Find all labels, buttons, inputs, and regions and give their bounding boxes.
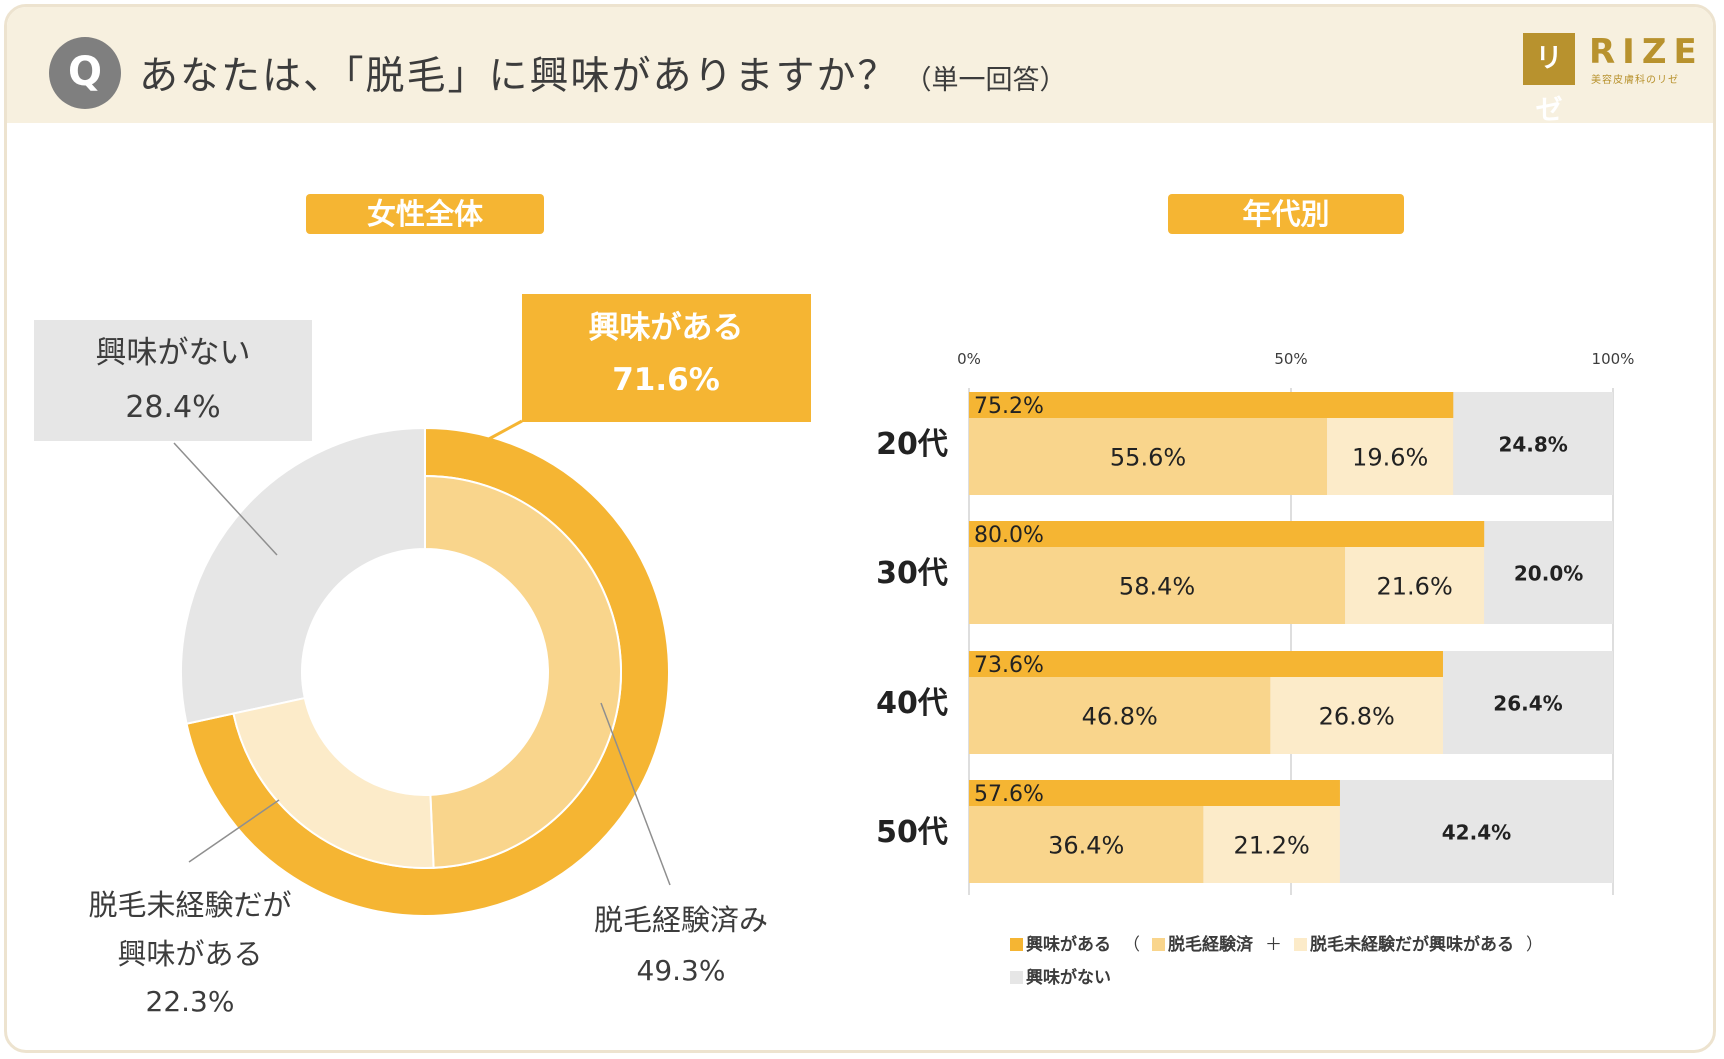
tick-label-50: 50%: [1274, 350, 1307, 368]
bar-segment-1-1: [1345, 547, 1485, 624]
legend-not-interested: 興味がない: [1026, 968, 1111, 988]
bar-segment-3-1: [1203, 806, 1340, 883]
bar-interested-label-3: 57.6%: [974, 782, 1044, 807]
q-badge: Q: [49, 37, 121, 109]
callout-label-not-experienced-line2: 興味がある: [117, 937, 262, 971]
bar-interested-2: [969, 651, 1443, 677]
bar-segment-2-1: [1270, 677, 1443, 754]
donut-inner-slice-1: [232, 696, 435, 869]
question-text: あなたは、「脱毛」に興味がありますか？: [139, 54, 899, 99]
tick-label-0: 0%: [957, 350, 981, 368]
bar-segment-2-0: [969, 677, 1271, 754]
bar-segment-3-2: [1339, 780, 1613, 883]
bar-interested-3: [969, 780, 1340, 806]
bar-segment-0-1: [1327, 418, 1454, 495]
leader-line-interested: [486, 419, 523, 442]
callout-box-interested: [522, 294, 811, 422]
bar-value-label-2-0: 46.8%: [1082, 703, 1158, 731]
rize-logo-text: RIZE: [1589, 32, 1704, 72]
bar-value-label-2-1: 26.8%: [1319, 703, 1395, 731]
row-label-3: 50代: [876, 815, 948, 850]
bar-value-label-3-0: 36.4%: [1048, 832, 1124, 860]
legend-not-experienced: 脱毛未経験だが興味がある: [1310, 935, 1514, 955]
callout-value-experienced: 49.3%: [637, 954, 726, 987]
callout-label-not-experienced-line1: 脱毛未経験だが: [88, 888, 291, 922]
donut-section-title: 女性全体: [306, 194, 544, 234]
legend-swatch-interested: [1010, 938, 1023, 951]
bar-value-label-0-0: 55.6%: [1110, 444, 1186, 472]
callout-value-interested: 71.6%: [612, 362, 720, 398]
bar-segment-0-0: [969, 418, 1328, 495]
bar-value-label-0-1: 19.6%: [1352, 444, 1428, 472]
legend-open-paren: （: [1123, 935, 1140, 955]
legend-swatch-experienced: [1152, 938, 1165, 951]
callout-label-interested: 興味がある: [589, 310, 744, 346]
tick-label-100: 100%: [1592, 350, 1635, 368]
legend-row-1: 興味がある （ 脱毛経験済 ＋ 脱毛未経験だが興味がある ）: [1010, 930, 1555, 955]
donut-outer-slice-1: [180, 426, 426, 725]
donut-inner-slice-0: [424, 474, 622, 869]
answer-type-note: （単一回答）: [904, 65, 1067, 96]
row-label-2: 40代: [876, 686, 948, 721]
bar-interested-label-0: 75.2%: [974, 394, 1044, 419]
callout-label-not-interested: 興味がない: [96, 335, 251, 371]
leader-line-not-experienced: [188, 799, 280, 863]
row-label-0: 20代: [876, 427, 948, 462]
legend-experienced: 脱毛経験済: [1168, 935, 1253, 955]
bar-segment-3-0: [969, 806, 1204, 883]
callout-box-not-interested: [34, 320, 312, 441]
question-header: Q あなたは、「脱毛」に興味がありますか？ （単一回答） リゼ RIZE 美容皮膚…: [7, 7, 1713, 126]
bar-value-label-1-0: 58.4%: [1119, 573, 1195, 601]
legend-interested: 興味がある: [1026, 935, 1111, 955]
leader-line-experienced: [600, 702, 671, 886]
callout-value-not-experienced: 22.3%: [146, 985, 235, 1018]
bar-value-label-2-2: 26.4%: [1493, 692, 1562, 716]
legend-plus: ＋: [1265, 935, 1282, 955]
bar-interested-label-1: 80.0%: [974, 523, 1044, 548]
callout-label-experienced: 脱毛経験済み: [594, 903, 768, 937]
legend-row-2: 興味がない: [1010, 963, 1111, 988]
callout-value-not-interested: 28.4%: [125, 390, 220, 425]
bar-value-label-3-2: 42.4%: [1442, 821, 1511, 845]
bar-interested-label-2: 73.6%: [974, 653, 1044, 678]
bar-segment-1-2: [1484, 521, 1613, 624]
bar-segment-0-2: [1453, 392, 1613, 495]
bar-section-title: 年代別: [1168, 194, 1404, 234]
bar-value-label-0-2: 24.8%: [1498, 433, 1567, 457]
question-title: あなたは、「脱毛」に興味がありますか？ （単一回答）: [139, 45, 1067, 101]
legend-close-paren: ）: [1526, 935, 1543, 955]
bar-value-label-1-2: 20.0%: [1514, 562, 1583, 586]
bar-value-label-3-1: 21.2%: [1234, 832, 1310, 860]
bar-interested-0: [969, 392, 1454, 418]
bar-segment-1-0: [969, 547, 1346, 624]
bar-interested-1: [969, 521, 1485, 547]
legend-swatch-not-interested: [1010, 971, 1023, 984]
bar-value-label-1-1: 21.6%: [1377, 573, 1453, 601]
rize-logo-mark: リゼ: [1523, 33, 1575, 126]
leader-line-not-interested: [173, 442, 278, 556]
bar-segment-2-2: [1442, 651, 1613, 754]
row-label-1: 30代: [876, 556, 948, 591]
legend-swatch-not-experienced: [1294, 938, 1307, 951]
rize-logo-subtitle: 美容皮膚科のリゼ: [1591, 75, 1679, 86]
